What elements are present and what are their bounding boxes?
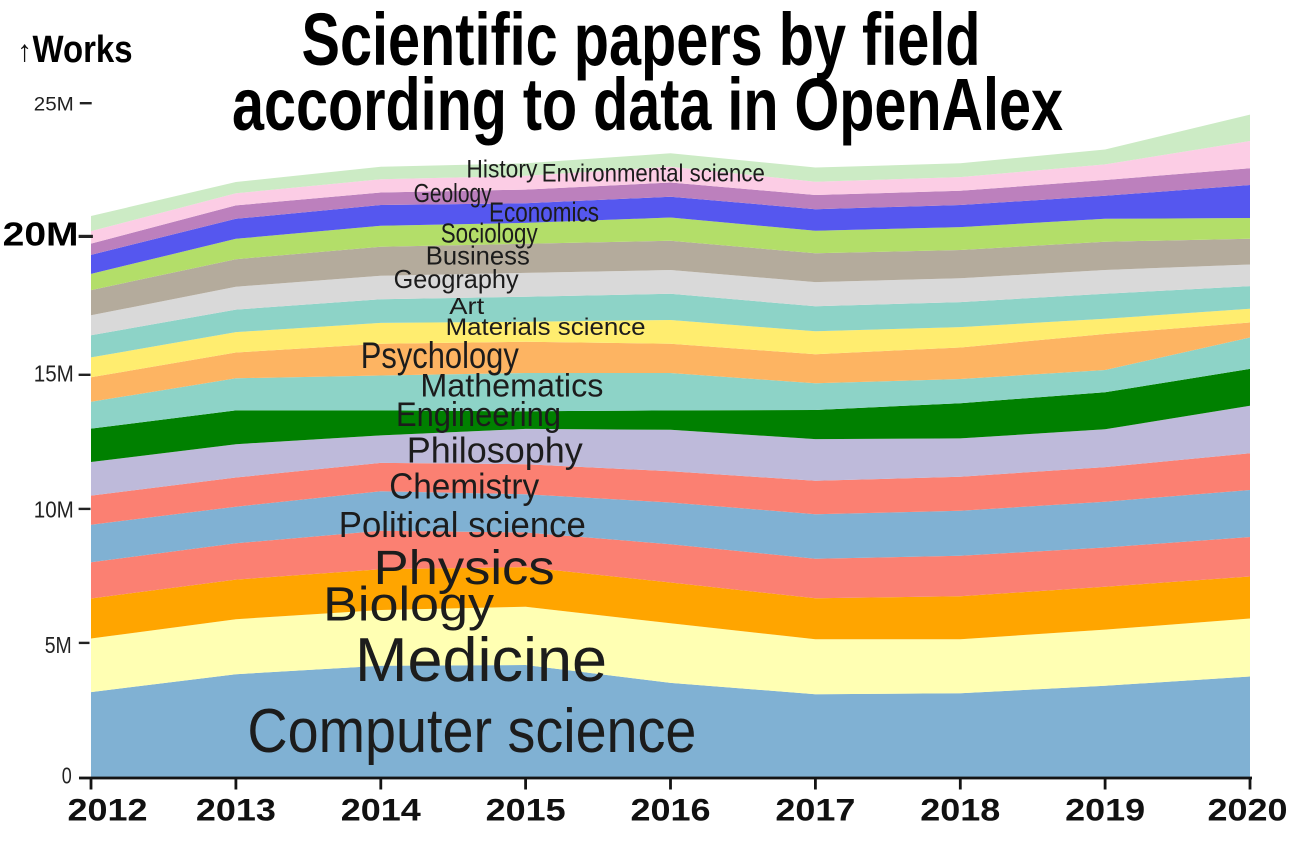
svg-text:Art: Art: [449, 293, 485, 319]
svg-text:Geology: Geology: [414, 178, 493, 208]
svg-text:0: 0: [62, 762, 72, 788]
svg-text:2019: 2019: [1065, 792, 1145, 828]
svg-text:Scientific papers by field: Scientific papers by field: [302, 0, 981, 81]
svg-text:according to data in OpenAlex: according to data in OpenAlex: [232, 63, 1063, 146]
svg-text:Physics: Physics: [374, 541, 555, 595]
svg-text:Sociology: Sociology: [441, 218, 538, 249]
svg-text:Medicine: Medicine: [355, 626, 607, 695]
svg-text:Economics: Economics: [489, 196, 599, 227]
svg-text:Political science: Political science: [339, 504, 586, 545]
svg-text:Engineering: Engineering: [396, 396, 561, 434]
svg-text:↑: ↑: [17, 35, 32, 68]
svg-text:Biology: Biology: [323, 578, 495, 632]
svg-text:Mathematics: Mathematics: [420, 367, 603, 403]
svg-text:15M: 15M: [34, 361, 74, 387]
svg-text:Works: Works: [33, 28, 133, 70]
svg-text:Materials science: Materials science: [446, 314, 646, 341]
svg-text:20M: 20M: [3, 217, 79, 254]
svg-text:Computer science: Computer science: [247, 697, 696, 766]
svg-text:2015: 2015: [486, 792, 566, 828]
svg-text:Philosophy: Philosophy: [407, 431, 583, 471]
svg-text:Chemistry: Chemistry: [389, 466, 540, 507]
svg-text:2020: 2020: [1208, 792, 1288, 828]
svg-text:5M: 5M: [45, 632, 72, 658]
svg-text:10M: 10M: [34, 496, 74, 522]
svg-text:2018: 2018: [920, 792, 1000, 828]
svg-text:Psychology: Psychology: [361, 335, 519, 376]
svg-text:2017: 2017: [775, 792, 855, 828]
svg-text:2012: 2012: [68, 792, 148, 828]
svg-text:Geography: Geography: [394, 264, 519, 294]
svg-text:Environmental science: Environmental science: [542, 159, 765, 187]
svg-text:Business: Business: [426, 241, 530, 271]
svg-text:2016: 2016: [631, 792, 711, 828]
svg-text:25M: 25M: [34, 95, 74, 116]
svg-text:History: History: [466, 156, 537, 184]
svg-text:2014: 2014: [341, 792, 421, 828]
svg-text:2013: 2013: [196, 792, 276, 828]
